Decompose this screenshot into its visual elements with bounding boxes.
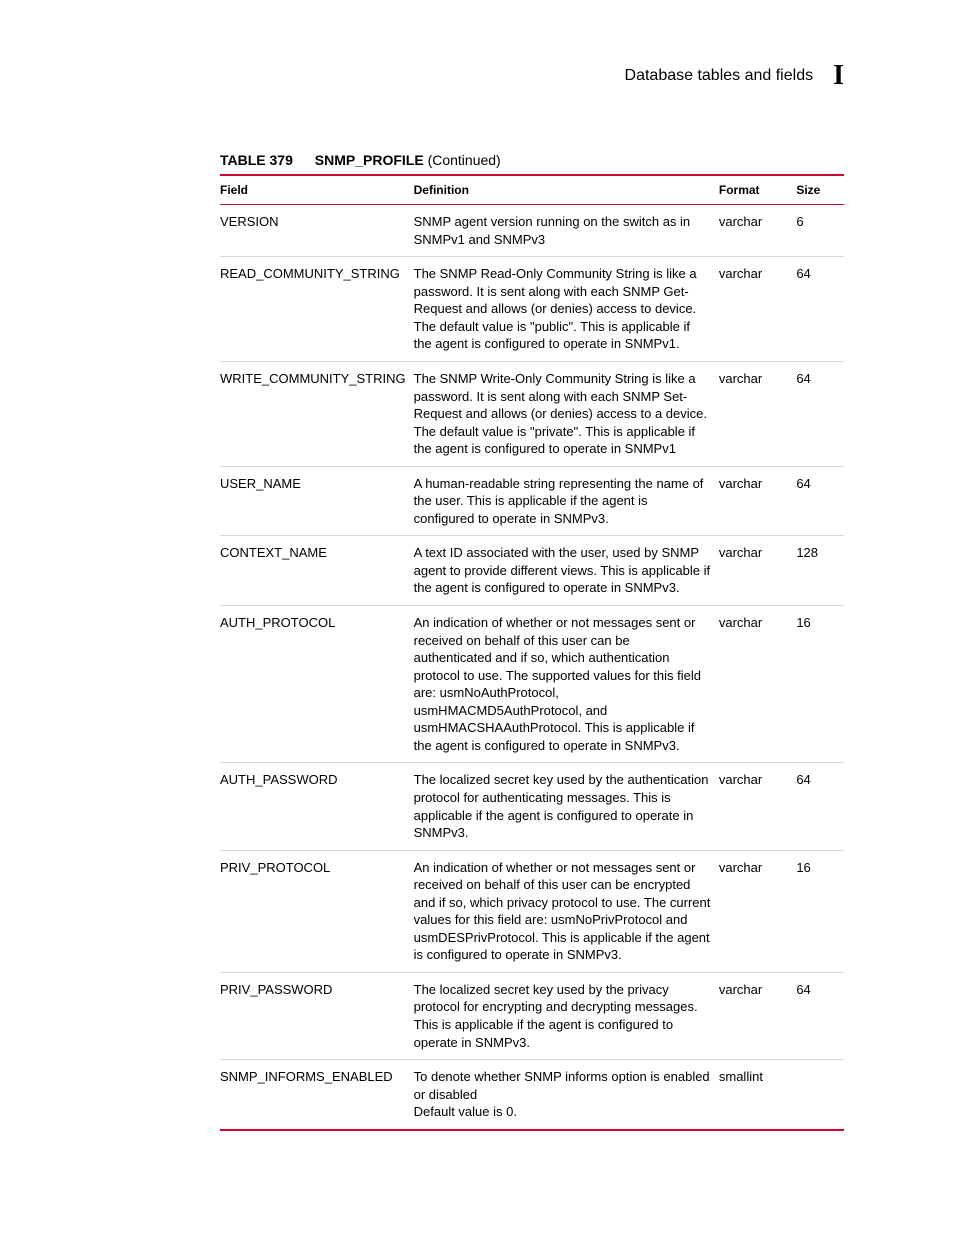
cell-size: 64	[796, 362, 844, 467]
cell-field: AUTH_PROTOCOL	[220, 606, 414, 763]
table-row: READ_COMMUNITY_STRINGThe SNMP Read-Only …	[220, 257, 844, 362]
cell-format: varchar	[719, 850, 796, 972]
page-header-title: Database tables and fields	[625, 67, 814, 85]
cell-field: USER_NAME	[220, 466, 414, 536]
cell-field: PRIV_PASSWORD	[220, 972, 414, 1059]
col-header-definition: Definition	[414, 175, 719, 205]
cell-size: 16	[796, 850, 844, 972]
cell-size: 16	[796, 606, 844, 763]
cell-definition: An indication of whether or not messages…	[414, 606, 719, 763]
cell-definition: An indication of whether or not messages…	[414, 850, 719, 972]
table-header-row: Field Definition Format Size	[220, 175, 844, 205]
table-number: TABLE 379	[220, 152, 293, 168]
cell-size: 6	[796, 205, 844, 257]
cell-format: varchar	[719, 536, 796, 606]
page-header: Database tables and fields I	[220, 60, 844, 92]
page-header-section-letter: I	[833, 60, 844, 92]
cell-size	[796, 1060, 844, 1130]
table-row: VERSIONSNMP agent version running on the…	[220, 205, 844, 257]
cell-field: WRITE_COMMUNITY_STRING	[220, 362, 414, 467]
table-caption: TABLE 379 SNMP_PROFILE (Continued)	[220, 152, 844, 168]
table-row: PRIV_PROTOCOLAn indication of whether or…	[220, 850, 844, 972]
cell-field: AUTH_PASSWORD	[220, 763, 414, 850]
cell-definition: The SNMP Write-Only Community String is …	[414, 362, 719, 467]
cell-field: VERSION	[220, 205, 414, 257]
table-row: PRIV_PASSWORDThe localized secret key us…	[220, 972, 844, 1059]
table-row: SNMP_INFORMS_ENABLEDTo denote whether SN…	[220, 1060, 844, 1130]
cell-field: SNMP_INFORMS_ENABLED	[220, 1060, 414, 1130]
cell-definition: The SNMP Read-Only Community String is l…	[414, 257, 719, 362]
table-title: SNMP_PROFILE	[315, 152, 424, 168]
cell-size: 64	[796, 466, 844, 536]
table-row: WRITE_COMMUNITY_STRINGThe SNMP Write-Onl…	[220, 362, 844, 467]
cell-format: varchar	[719, 205, 796, 257]
cell-format: varchar	[719, 257, 796, 362]
cell-field: PRIV_PROTOCOL	[220, 850, 414, 972]
cell-definition: To denote whether SNMP informs option is…	[414, 1060, 719, 1130]
table-body: VERSIONSNMP agent version running on the…	[220, 205, 844, 1130]
cell-definition: A human-readable string representing the…	[414, 466, 719, 536]
cell-size: 64	[796, 257, 844, 362]
cell-definition: SNMP agent version running on the switch…	[414, 205, 719, 257]
cell-size: 64	[796, 763, 844, 850]
cell-size: 64	[796, 972, 844, 1059]
cell-format: varchar	[719, 362, 796, 467]
table-row: USER_NAMEA human-readable string represe…	[220, 466, 844, 536]
cell-definition: The localized secret key used by the pri…	[414, 972, 719, 1059]
cell-field: CONTEXT_NAME	[220, 536, 414, 606]
cell-format: varchar	[719, 466, 796, 536]
page: Database tables and fields I TABLE 379 S…	[0, 0, 954, 1235]
snmp-profile-table: Field Definition Format Size VERSIONSNMP…	[220, 174, 844, 1131]
cell-size: 128	[796, 536, 844, 606]
cell-definition: The localized secret key used by the aut…	[414, 763, 719, 850]
cell-format: varchar	[719, 972, 796, 1059]
col-header-size: Size	[796, 175, 844, 205]
table-continued-label: (Continued)	[428, 152, 501, 168]
col-header-field: Field	[220, 175, 414, 205]
col-header-format: Format	[719, 175, 796, 205]
cell-format: varchar	[719, 763, 796, 850]
table-row: AUTH_PROTOCOLAn indication of whether or…	[220, 606, 844, 763]
table-row: AUTH_PASSWORDThe localized secret key us…	[220, 763, 844, 850]
table-row: CONTEXT_NAMEA text ID associated with th…	[220, 536, 844, 606]
cell-format: smallint	[719, 1060, 796, 1130]
cell-field: READ_COMMUNITY_STRING	[220, 257, 414, 362]
cell-format: varchar	[719, 606, 796, 763]
cell-definition: A text ID associated with the user, used…	[414, 536, 719, 606]
